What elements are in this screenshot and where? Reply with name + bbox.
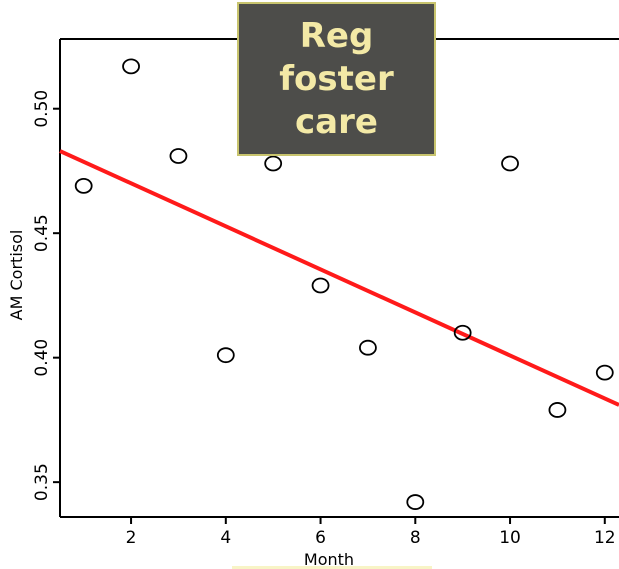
data-points: [74, 58, 614, 510]
data-point: [264, 155, 283, 172]
x-tick-label: 6: [315, 528, 326, 548]
chart-title-box: Reg foster care: [237, 2, 436, 156]
data-point: [406, 494, 425, 510]
data-point: [74, 177, 93, 194]
data-point: [595, 364, 614, 381]
data-point: [501, 155, 519, 172]
x-axis-title: Month: [304, 550, 354, 569]
x-tick-label: 12: [594, 528, 616, 548]
bottom-callout-box: [232, 566, 432, 569]
chart-title: Reg foster care: [279, 15, 394, 142]
data-point: [453, 324, 472, 341]
x-tick-label: 10: [499, 528, 521, 548]
axis-ticks: 2 4 6 8 10 12 0.35 0.40 0.45 0.50: [32, 90, 616, 548]
y-tick-label: 0.50: [32, 90, 52, 128]
regression-line-layer: [59, 149, 619, 407]
data-point: [169, 148, 188, 164]
y-tick-label: 0.40: [32, 339, 52, 377]
data-point: [122, 58, 140, 75]
y-axis-title: AM Cortisol: [7, 230, 26, 321]
x-tick-label: 4: [220, 528, 231, 548]
data-point: [216, 347, 235, 364]
data-point: [548, 402, 567, 418]
data-point: [311, 277, 330, 294]
x-tick-label: 2: [126, 528, 137, 548]
regression-line: [59, 149, 619, 407]
x-tick-label: 8: [410, 528, 421, 548]
y-tick-label: 0.35: [32, 463, 52, 501]
y-tick-label: 0.45: [32, 214, 52, 252]
data-point: [359, 339, 377, 356]
